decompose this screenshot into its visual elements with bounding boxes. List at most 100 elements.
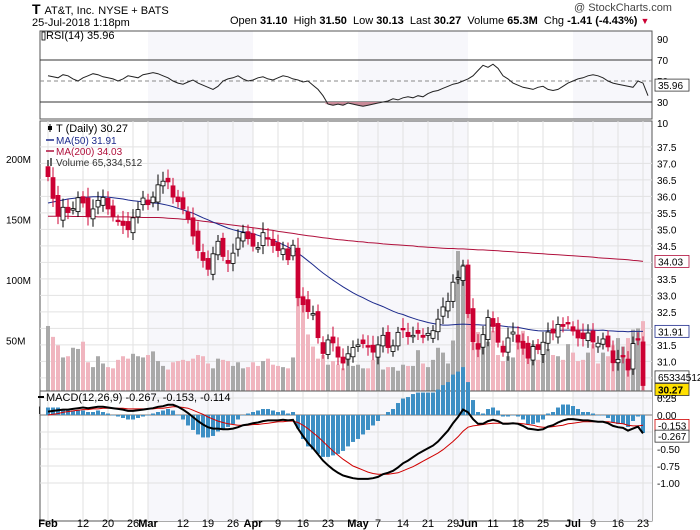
candle-body (360, 339, 366, 344)
candle-body (290, 244, 296, 257)
macd-histogram-bar (141, 415, 145, 417)
candle-body (425, 332, 431, 336)
macd-histogram-bar (161, 410, 165, 415)
candle-body (120, 220, 126, 226)
macd-x-day-label: 16 (612, 518, 624, 530)
candle-body (170, 185, 176, 198)
macd-x-month-label: Feb (38, 518, 58, 530)
candle-body (280, 248, 286, 255)
change-value: -1.41 (-4.43%) (567, 15, 638, 27)
volume-bar (416, 350, 420, 401)
macd-x-day-label: 18 (512, 518, 524, 530)
candle-body (125, 221, 131, 231)
volume-bar (431, 359, 435, 401)
rsi-tick-label: 10 (657, 119, 669, 130)
macd-histogram-bar (396, 403, 400, 415)
volume-bar (166, 369, 170, 401)
candle-body (385, 331, 391, 348)
candle-body (415, 329, 421, 334)
candle-body (505, 337, 511, 353)
volume-bar (216, 358, 220, 401)
candle-body (50, 177, 56, 199)
volume-bar (396, 370, 400, 401)
macd-histogram-bar (636, 415, 640, 417)
macd-histogram-bar (521, 415, 525, 420)
rsi-last-value-box (654, 78, 690, 92)
candle-body (60, 206, 66, 221)
volume-bar (591, 344, 595, 401)
volume-bar (316, 358, 320, 401)
price-tick-label: 30.0 (657, 390, 677, 401)
volume-bar (516, 342, 520, 401)
candle-body (510, 331, 516, 335)
candle-body (255, 247, 261, 250)
volume-bar (451, 340, 455, 401)
macd-histogram-bar (196, 415, 200, 435)
candle-body (195, 230, 201, 251)
volume-bar (461, 264, 465, 401)
candle-body (135, 209, 141, 218)
ticker-symbol: T (32, 1, 41, 17)
exchange-name: NYSE + BATS (98, 5, 169, 17)
candle-body (560, 324, 566, 327)
macd-histogram-bar (426, 392, 430, 415)
candle-body (575, 329, 581, 339)
rsi-tick-label: 90 (657, 35, 669, 46)
macd-histogram-bar (491, 407, 495, 415)
volume-bar (61, 357, 65, 401)
macd-histogram-bar (641, 415, 645, 433)
candle-body (495, 323, 501, 343)
candle-body (515, 334, 521, 343)
macd-histogram-bar (541, 415, 545, 420)
volume-bar (611, 345, 615, 401)
volume-bar (531, 344, 535, 401)
low-label: Low (352, 15, 374, 27)
volume-bar (371, 359, 375, 401)
rsi-line (47, 63, 649, 107)
macd-x-day-label: 23 (637, 518, 649, 530)
macd-histogram-bar (71, 410, 75, 415)
macd-histogram-bar (181, 415, 185, 420)
volume-bar (141, 357, 145, 401)
volume-bar (286, 368, 290, 401)
macd-legend: MACD(12,26,9) -0.267, -0.153, -0.114 (46, 392, 230, 404)
rsi-month-band (573, 31, 652, 119)
macd-x-day-label: 26 (227, 518, 239, 530)
rsi-tick-label: 70 (657, 56, 669, 67)
volume-bar (341, 368, 345, 401)
macd-histogram-bar (166, 409, 170, 415)
volume-bar (606, 356, 610, 401)
volume-bar (471, 317, 475, 401)
macd-histogram-bar (336, 415, 340, 454)
candle-body (150, 196, 156, 204)
volume-label: Volume (467, 15, 505, 27)
high-value: 31.50 (319, 15, 347, 27)
volume-bar (96, 356, 100, 401)
candle-body (445, 300, 451, 312)
volume-bar (111, 368, 115, 401)
volume-bar (421, 363, 425, 401)
volume-bar (576, 361, 580, 401)
macd-histogram-bar (536, 415, 540, 423)
macd-histogram-bar (356, 415, 360, 439)
rsi-tick-label: 30 (657, 98, 669, 109)
macd-histogram-bar (286, 413, 290, 415)
volume-bar (326, 364, 330, 401)
candle-body (375, 344, 381, 358)
macd-histogram-bar (106, 413, 110, 415)
macd-histogram-bar (431, 392, 435, 415)
candle-body (225, 260, 231, 264)
volume-bar (366, 368, 370, 401)
volume-bar (176, 361, 180, 401)
volume-bar (526, 353, 530, 401)
candle-body (475, 343, 481, 350)
candle-body (545, 331, 551, 344)
price-tick-label: 31.5 (657, 341, 677, 352)
macd-x-month-label: Apr (244, 518, 264, 530)
volume-bar (506, 356, 510, 401)
volume-bar (171, 362, 175, 401)
candle-body (365, 345, 371, 348)
candle-body (285, 248, 291, 261)
macd-histogram-bar (451, 374, 455, 415)
macd-histogram-bar (486, 409, 490, 415)
